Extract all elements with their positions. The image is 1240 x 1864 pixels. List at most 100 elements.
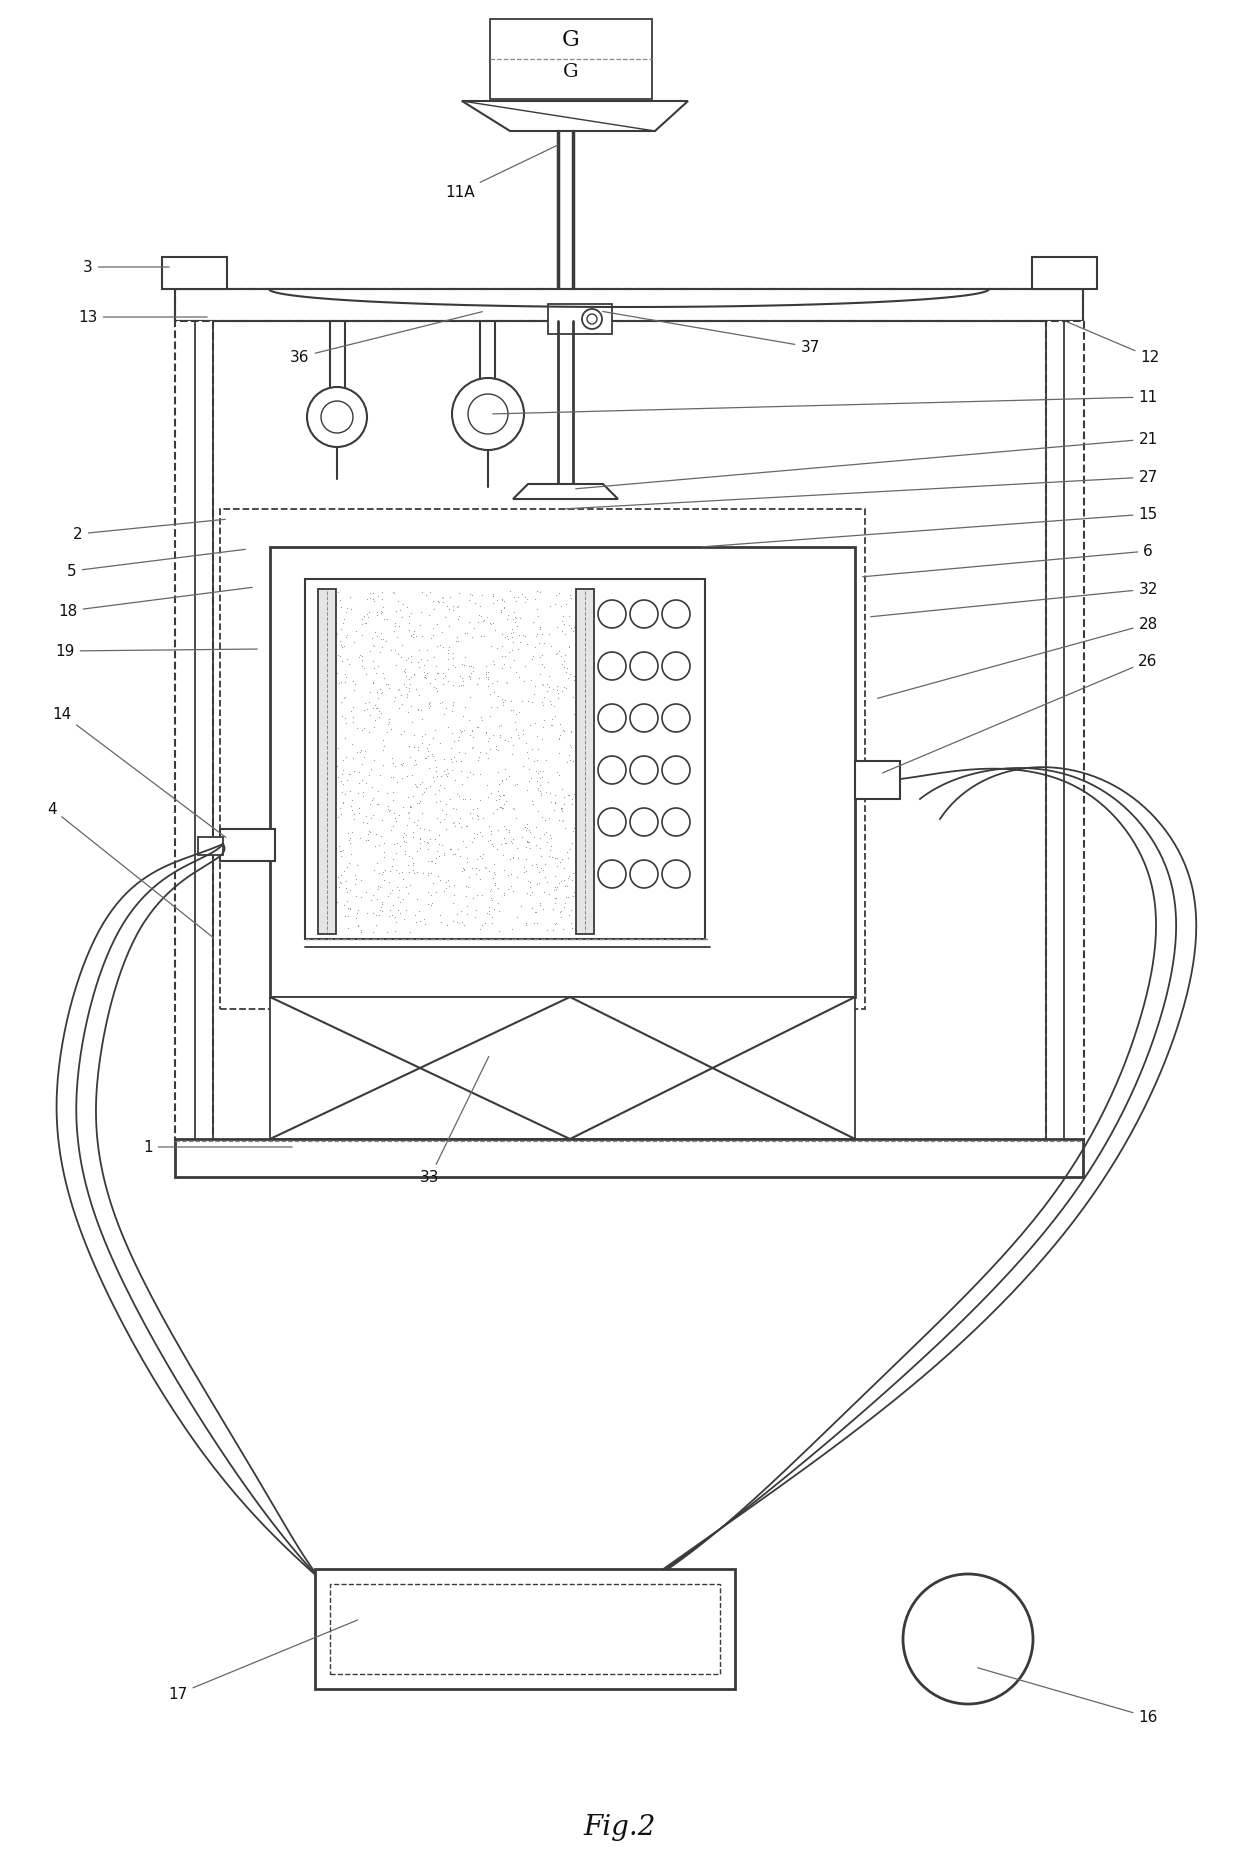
Point — [460, 682, 480, 712]
Point — [399, 665, 419, 695]
Point — [336, 867, 356, 897]
Point — [397, 593, 417, 623]
Point — [371, 699, 391, 729]
Point — [459, 651, 479, 680]
Point — [334, 632, 353, 662]
Point — [532, 619, 552, 649]
Point — [471, 621, 491, 651]
Point — [439, 865, 459, 895]
Point — [342, 731, 362, 761]
Point — [516, 908, 536, 938]
Point — [423, 762, 443, 792]
Point — [357, 898, 377, 928]
Point — [444, 688, 464, 718]
Point — [453, 701, 472, 731]
Point — [449, 781, 469, 811]
Point — [465, 818, 485, 848]
Point — [326, 610, 346, 639]
Point — [329, 734, 348, 764]
Point — [398, 852, 418, 882]
Point — [436, 910, 456, 939]
Point — [386, 856, 405, 885]
Point — [391, 749, 410, 779]
Point — [396, 673, 415, 703]
Point — [543, 675, 563, 705]
Point — [355, 602, 374, 632]
Point — [381, 714, 401, 744]
Point — [324, 682, 343, 712]
Point — [357, 695, 377, 725]
Point — [441, 734, 461, 764]
Point — [480, 893, 500, 923]
Point — [355, 690, 374, 720]
Point — [521, 818, 541, 848]
Point — [386, 751, 405, 781]
Point — [536, 863, 556, 893]
Point — [422, 859, 441, 889]
Point — [487, 667, 507, 697]
Point — [527, 619, 547, 649]
Circle shape — [630, 757, 658, 785]
Point — [438, 636, 458, 665]
Point — [534, 705, 554, 734]
Point — [325, 787, 345, 816]
Circle shape — [662, 809, 689, 837]
Point — [358, 826, 378, 856]
Text: 17: 17 — [169, 1620, 357, 1702]
Point — [502, 740, 522, 770]
Point — [366, 820, 386, 850]
Point — [424, 643, 444, 673]
Point — [319, 787, 339, 816]
Point — [528, 602, 548, 632]
Point — [410, 833, 430, 863]
Point — [455, 910, 475, 939]
Point — [547, 852, 567, 882]
Point — [418, 742, 438, 772]
Point — [340, 651, 360, 680]
Point — [544, 781, 564, 811]
Point — [543, 796, 563, 826]
Point — [553, 805, 573, 835]
Point — [450, 662, 470, 692]
Point — [562, 829, 582, 859]
Point — [322, 761, 342, 790]
Point — [314, 686, 334, 716]
Point — [439, 654, 459, 684]
Point — [438, 645, 458, 675]
Circle shape — [662, 600, 689, 628]
Point — [453, 854, 472, 884]
Point — [363, 585, 383, 615]
Point — [470, 785, 490, 815]
Point — [554, 790, 574, 820]
Point — [389, 675, 409, 705]
Point — [436, 693, 456, 723]
Point — [418, 829, 438, 859]
Point — [559, 746, 579, 775]
Point — [510, 628, 529, 658]
Point — [469, 744, 489, 774]
Point — [321, 712, 341, 742]
Point — [492, 654, 512, 684]
Point — [339, 895, 358, 925]
Point — [387, 828, 407, 857]
Point — [495, 725, 515, 755]
Point — [402, 761, 422, 790]
Point — [532, 669, 552, 699]
Point — [399, 744, 419, 774]
Point — [490, 917, 510, 947]
Point — [453, 671, 472, 701]
Point — [532, 802, 552, 831]
Point — [508, 844, 528, 874]
Point — [495, 828, 515, 857]
Point — [503, 844, 523, 874]
Text: 1: 1 — [143, 1141, 293, 1156]
Point — [564, 815, 584, 844]
Point — [506, 803, 526, 833]
Point — [474, 608, 494, 637]
Point — [335, 891, 355, 921]
Point — [371, 675, 391, 705]
Point — [470, 913, 490, 943]
Point — [438, 712, 458, 742]
Point — [423, 889, 443, 919]
Point — [557, 747, 577, 777]
